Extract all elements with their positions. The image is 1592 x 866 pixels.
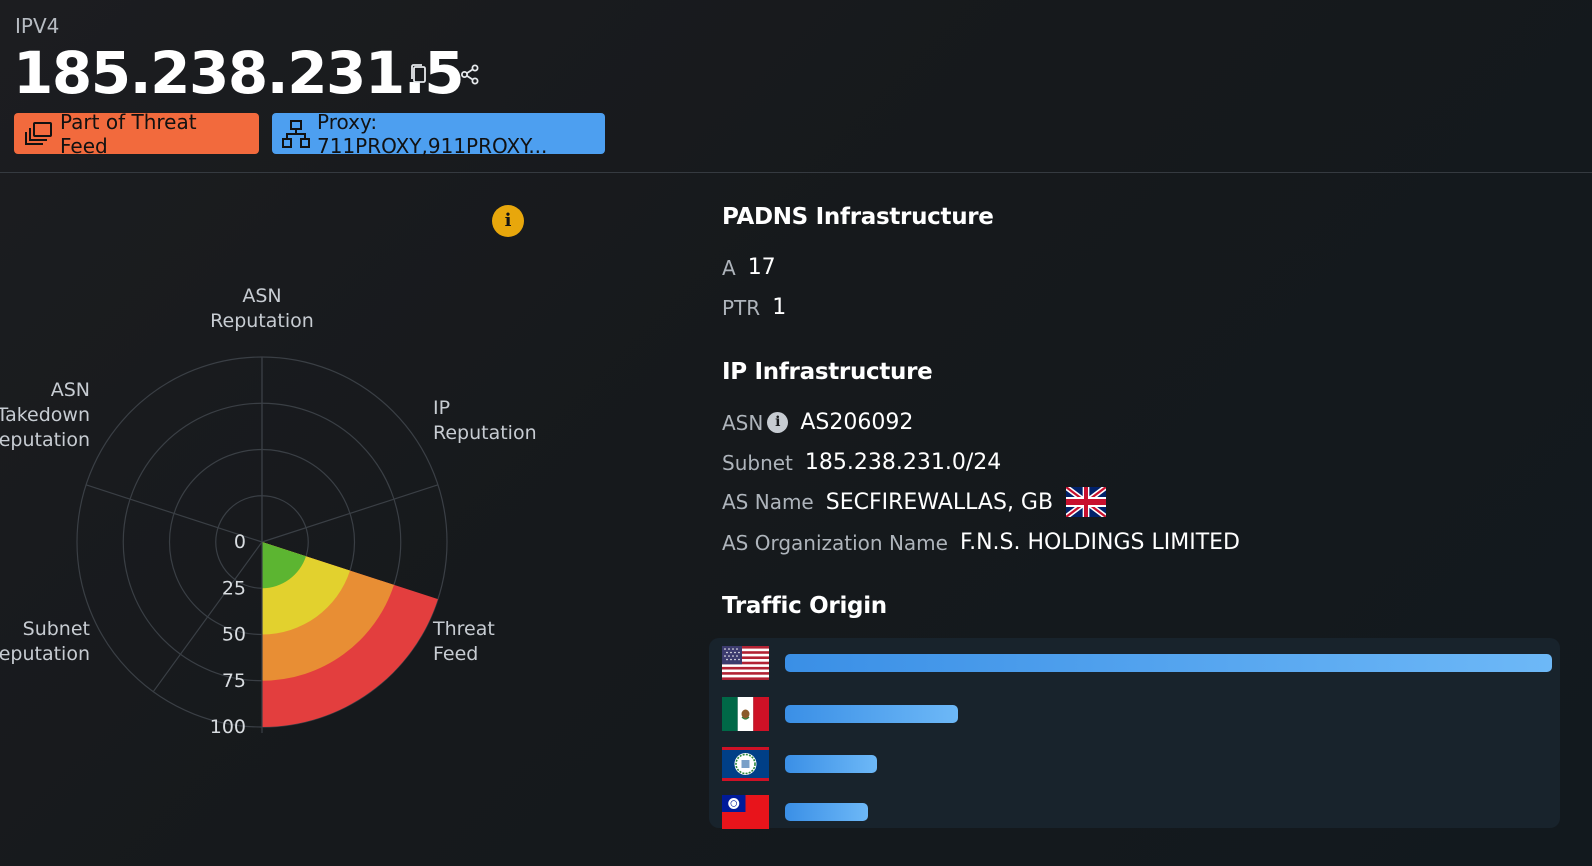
taiwan-flag-icon [722,795,769,829]
belize-flag-icon [722,747,769,781]
traffic-origin-title: Traffic Origin [722,593,887,619]
traffic-bar-us [785,654,1552,672]
radar-axis-label: Reputation [0,429,90,451]
as-org-row: AS Organization Name F.N.S. HOLDINGS LIM… [722,530,1240,555]
radar-tick-label: 25 [222,577,246,599]
padns-title: PADNS Infrastructure [722,204,994,230]
radar-axis-label: Reputation [0,643,90,665]
traffic-bar-taiwan [785,803,868,821]
traffic-bar-mexico [785,705,959,723]
subnet-value[interactable]: 185.238.231.0/24 [804,450,1002,475]
as-name-key: AS Name [722,490,814,514]
radar-axis-label: Threat [432,618,495,640]
traffic-row-us[interactable] [722,645,1552,681]
radar-sector-band [262,542,306,589]
asn-row: ASN i AS206092 [722,410,913,435]
radar-axis-label: ASN [242,285,281,307]
risk-radar-chart: 0 25 50 75 100 ASN Reputation IP Reputation Threa… [0,285,537,738]
traffic-bar-belize [785,755,878,773]
padns-row-ptr: PTR 1 [722,295,786,320]
asn-info-icon[interactable]: i [767,412,789,433]
padns-row-a: A 17 [722,255,776,280]
as-org-value: F.N.S. HOLDINGS LIMITED [959,530,1240,555]
traffic-row-taiwan[interactable] [722,794,1552,830]
threat-feed-tag-label: Part of Threat Feed [60,109,197,158]
traffic-bar-track [785,654,1552,672]
info-icon[interactable]: i [492,205,524,237]
radar-spoke [85,484,263,543]
radar-spoke [261,484,439,543]
padns-ptr-value: 1 [772,295,787,320]
as-org-key: AS Organization Name [722,530,948,555]
padns-a-value: 17 [747,255,776,280]
asn-key: ASN [722,410,764,435]
header-divider [0,172,1592,173]
ip-infra-title: IP Infrastructure [722,359,933,385]
radar-tick-label: 100 [210,716,246,738]
radar-tick-label: 50 [222,624,246,646]
traffic-row-belize[interactable] [722,746,1552,782]
subnet-key: Subnet [722,450,793,475]
radar-axis-label: IP [433,397,450,419]
traffic-row-mexico[interactable] [722,696,1552,732]
layers-icon [25,121,52,145]
radar-tick-label: 75 [222,670,246,692]
share-icon[interactable] [458,62,482,86]
proxy-tag[interactable]: Proxy: 711PROXY,911PROXY... [272,110,605,158]
ip-address-title: 185.238.231.5 [13,39,465,107]
asn-value[interactable]: AS206092 [800,410,914,435]
radar-spoke [152,541,263,693]
copy-icon[interactable] [407,62,431,86]
as-name-row: AS Name SECFIREWALLAS, GB [722,487,1107,517]
threat-feed-tag[interactable]: Part of Threat Feed [14,110,259,158]
radar-tick-label: 0 [234,531,246,553]
traffic-bar-track [785,705,1552,723]
radar-axis-label: ASN [51,379,90,401]
traffic-bar-track [785,755,1552,773]
us-flag-icon [722,646,769,680]
as-name-value: SECFIREWALLAS, GB [825,489,1054,515]
radar-axis-label: Takedown [0,404,90,426]
uk-flag-icon [1066,487,1107,517]
traffic-bar-track [785,803,1552,821]
radar-axis-label: Reputation [433,422,537,444]
mexico-flag-icon [722,697,769,731]
radar-axis-label: Subnet [23,618,90,640]
proxy-tag-label: Proxy: 711PROXY,911PROXY... [317,109,548,158]
radar-axis-label: Reputation [210,310,314,332]
network-icon [282,119,310,148]
padns-a-key: A [722,255,736,280]
radar-axis-label: Feed [433,643,478,665]
ip-type-label: IPV4 [15,14,60,38]
padns-ptr-key: PTR [722,295,761,320]
subnet-row: Subnet 185.238.231.0/24 [722,450,1001,475]
